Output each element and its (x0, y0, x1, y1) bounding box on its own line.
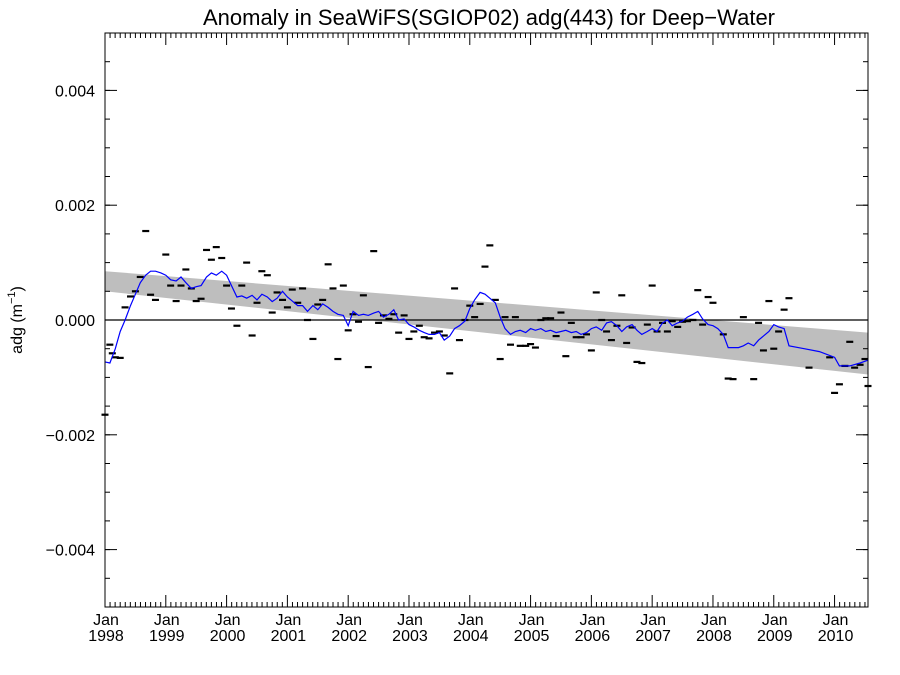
smoothed-series-line (104, 270, 869, 367)
x-tick-label-month: Jan (519, 612, 545, 629)
x-tick-label-year: 2010 (818, 628, 854, 645)
x-tick-label-year: 2003 (392, 628, 428, 645)
x-tick-label-year: 2005 (514, 628, 550, 645)
x-tick-label-year: 2008 (696, 628, 732, 645)
x-tick-label-month: Jan (640, 612, 666, 629)
y-axis-label: adg (m−1) (6, 286, 26, 354)
chart-title: Anomaly in SeaWiFS(SGIOP02) adg(443) for… (203, 5, 775, 30)
x-tick-label-month: Jan (154, 612, 180, 629)
y-tick-label: 0.000 (55, 313, 95, 330)
y-axis-label-sup: −1 (6, 291, 18, 304)
x-tick-label-month: Jan (579, 612, 605, 629)
x-tick-label-year: 1999 (149, 628, 185, 645)
x-tick-label-year: 2004 (453, 628, 489, 645)
x-tick-label-year: 2002 (331, 628, 367, 645)
x-tick-label-month: Jan (823, 612, 849, 629)
x-tick-label-month: Jan (215, 612, 241, 629)
x-tick-label-month: Jan (93, 612, 119, 629)
plot-area: 0.0040.0020.000−0.002−0.004Jan1998Jan199… (46, 32, 872, 645)
x-tick-label-year: 2001 (271, 628, 307, 645)
trend-band (105, 271, 868, 375)
y-tick-label: −0.004 (46, 543, 95, 560)
x-tick-label-year: 2009 (757, 628, 793, 645)
x-tick-label-month: Jan (701, 612, 727, 629)
y-axis-label-main: adg (m (9, 304, 26, 354)
y-axis-label-close: ) (9, 286, 26, 291)
x-tick-label-year: 2007 (635, 628, 671, 645)
x-tick-label-month: Jan (762, 612, 788, 629)
x-tick-label-month: Jan (458, 612, 484, 629)
x-tick-label-month: Jan (397, 612, 423, 629)
x-tick-label-year: 2000 (210, 628, 246, 645)
x-tick-label-year: 2006 (575, 628, 611, 645)
x-tick-label-month: Jan (336, 612, 362, 629)
y-tick-label: 0.004 (55, 83, 95, 100)
x-tick-label-year: 1998 (88, 628, 124, 645)
y-tick-label: 0.002 (55, 198, 95, 215)
x-tick-label-month: Jan (275, 612, 301, 629)
y-tick-label: −0.002 (46, 428, 95, 445)
